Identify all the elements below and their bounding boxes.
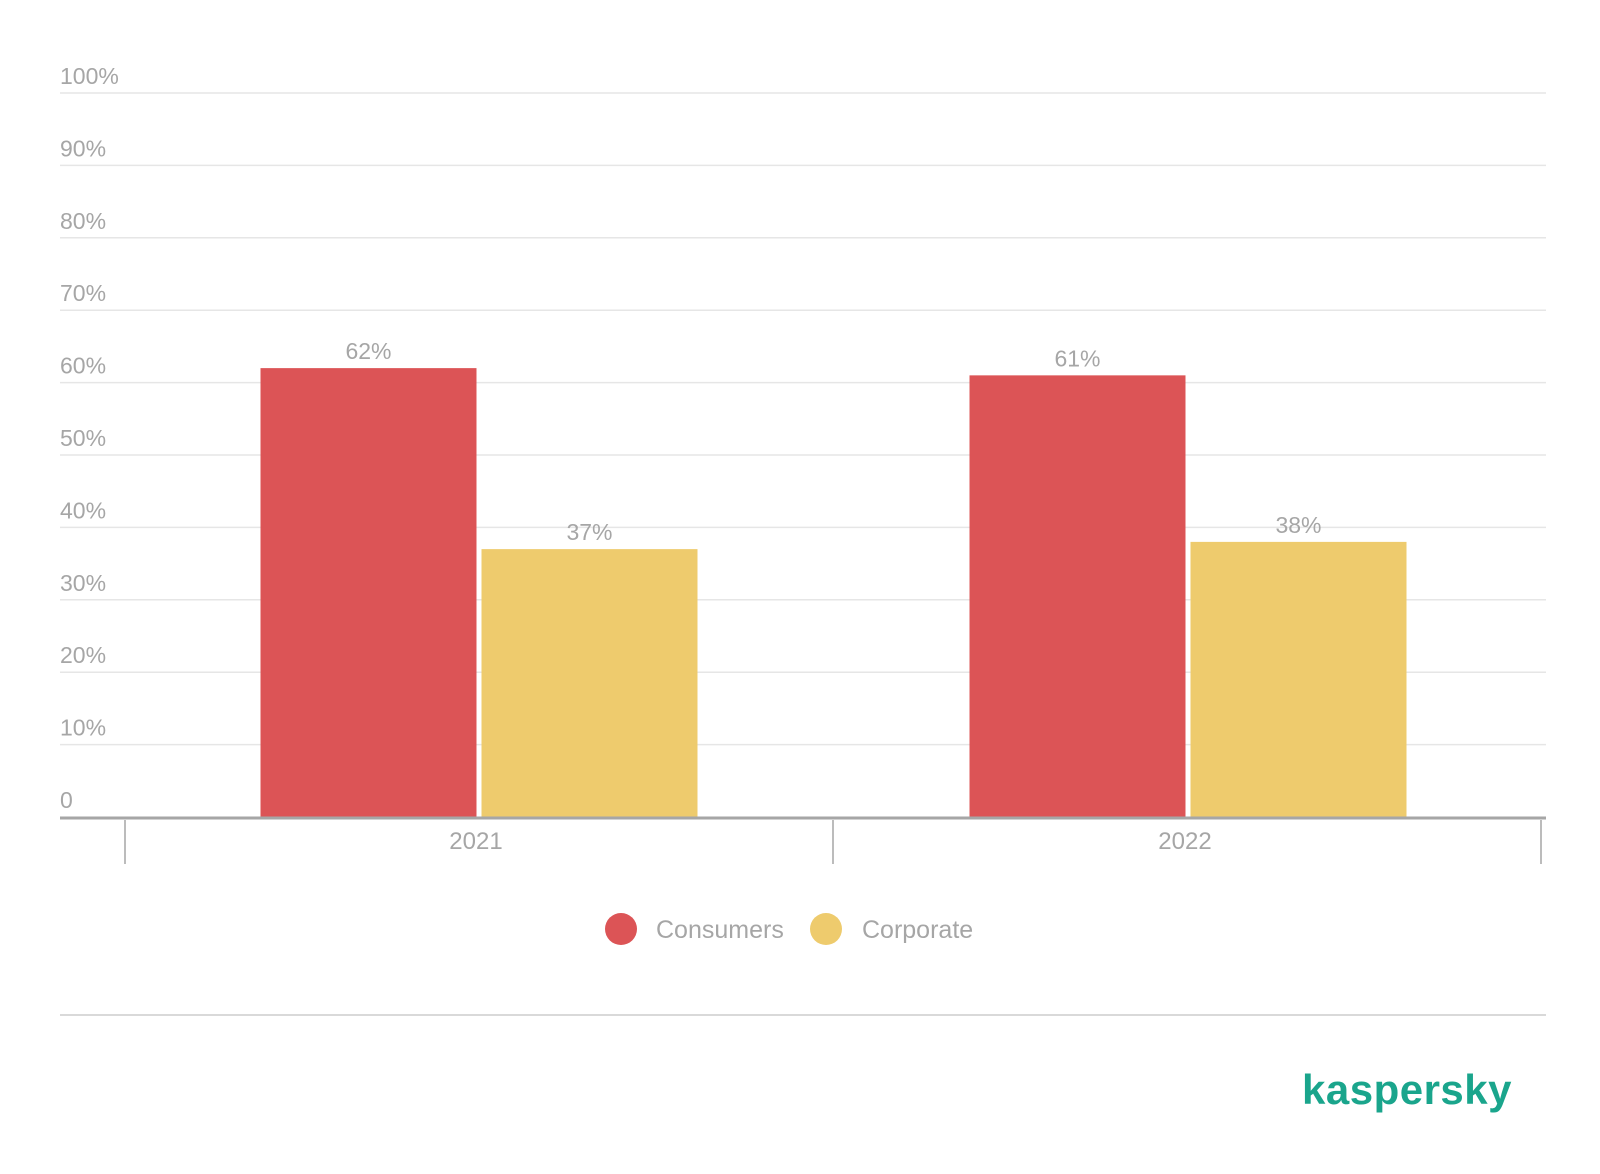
y-tick-label: 50% bbox=[60, 425, 106, 451]
y-tick-label: 90% bbox=[60, 135, 106, 161]
y-tick-label: 100% bbox=[60, 63, 119, 89]
bar-corporate-2022 bbox=[1190, 541, 1407, 817]
bar-consumers-2022 bbox=[969, 375, 1186, 817]
x-tick-label: 2021 bbox=[449, 828, 502, 855]
data-labels: 62% 37% 61% 38% bbox=[345, 338, 1321, 545]
logo-text: kaspersky bbox=[1302, 1066, 1512, 1113]
kaspersky-logo: kaspersky bbox=[1302, 1066, 1512, 1113]
y-axis-ticks: 0 10% 20% 30% 40% 50% 60% 70% 80% 90% 100% bbox=[60, 63, 119, 813]
y-tick-label: 20% bbox=[60, 642, 106, 668]
y-tick-label: 70% bbox=[60, 280, 106, 306]
legend-swatch-corporate bbox=[810, 913, 842, 945]
y-tick-label: 0 bbox=[60, 787, 73, 813]
bars bbox=[260, 368, 1407, 817]
x-axis: 2021 2022 bbox=[60, 816, 1546, 864]
data-label: 37% bbox=[566, 519, 612, 545]
y-tick-label: 60% bbox=[60, 353, 106, 379]
legend-label-consumers: Consumers bbox=[656, 916, 784, 944]
y-tick-label: 10% bbox=[60, 715, 106, 741]
bar-consumers-2021 bbox=[260, 368, 477, 817]
data-label: 62% bbox=[345, 338, 391, 364]
y-tick-label: 30% bbox=[60, 570, 106, 596]
legend-label-corporate: Corporate bbox=[862, 916, 973, 944]
legend-swatch-consumers bbox=[605, 913, 637, 945]
y-tick-label: 40% bbox=[60, 497, 106, 523]
bar-corporate-2021 bbox=[481, 549, 698, 817]
y-tick-label: 80% bbox=[60, 208, 106, 234]
legend: Consumers Corporate bbox=[605, 913, 973, 945]
x-tick-label: 2022 bbox=[1158, 828, 1211, 855]
data-label: 38% bbox=[1275, 512, 1321, 538]
data-label: 61% bbox=[1054, 345, 1100, 371]
